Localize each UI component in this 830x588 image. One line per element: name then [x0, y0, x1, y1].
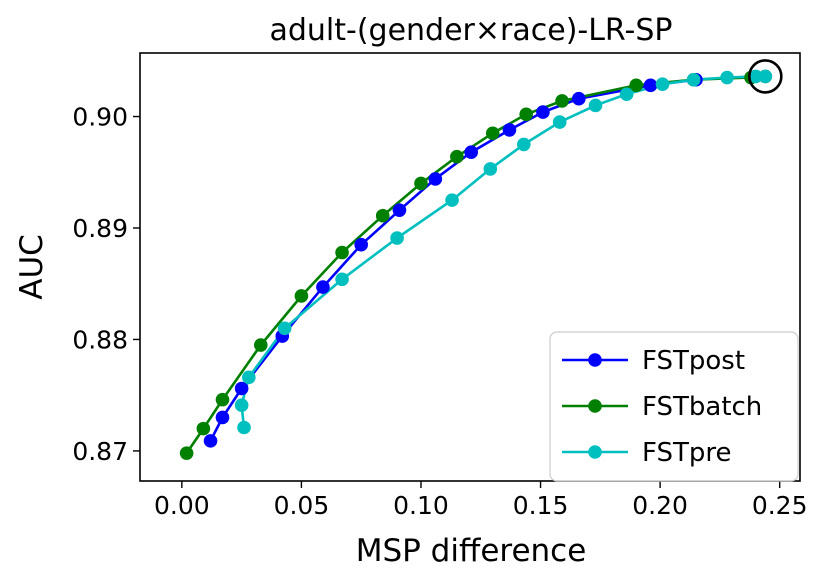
x-tick-label: 0.25 [752, 491, 808, 520]
data-point-fstpre [655, 77, 670, 92]
legend-label-fstbatch: FSTbatch [642, 392, 762, 422]
data-point-fstbatch [375, 208, 390, 223]
data-point-fstpre [517, 137, 531, 152]
data-point-fstbatch [253, 338, 268, 352]
data-point-fstpost [234, 381, 249, 396]
x-axis-label: MSP difference [356, 533, 587, 569]
data-point-fstpre [234, 398, 249, 413]
data-point-fstpre [758, 69, 773, 84]
data-point-fstpost [643, 78, 658, 93]
legend-marker-fstbatch [588, 399, 602, 413]
chart-title: adult-(gender×race)-LR-SP [269, 13, 672, 48]
plot-area [179, 59, 783, 460]
x-tick-label: 0.00 [154, 491, 210, 520]
x-tick-label: 0.15 [513, 491, 569, 520]
data-point-fstpost [215, 410, 230, 425]
y-tick-label: 0.87 [72, 437, 128, 466]
data-point-fstpre [445, 193, 459, 207]
data-point-fstpost [464, 145, 478, 159]
data-point-fstpost [203, 434, 218, 448]
data-point-fstpre [390, 231, 404, 245]
data-point-fstbatch [215, 392, 230, 407]
y-tick-label: 0.89 [72, 214, 128, 243]
data-point-fstpost [316, 280, 330, 294]
plot-frame [139, 52, 801, 482]
data-point-fstpre [686, 72, 701, 87]
data-point-fstpost [392, 203, 407, 217]
x-axis: 0.00 0.05 0.10 0.15 0.20 0.25 [154, 481, 808, 520]
x-tick-label: 0.05 [274, 491, 330, 520]
data-point-fstbatch [629, 78, 643, 93]
data-point-fstbatch [294, 289, 309, 303]
data-point-fstpre [335, 272, 349, 287]
data-point-fstbatch [485, 126, 500, 141]
legend-marker-fstpre [588, 445, 602, 459]
data-point-fstpost [502, 123, 517, 137]
data-point-fstpre [277, 321, 292, 336]
x-tick-label: 0.20 [632, 491, 688, 520]
data-point-fstpost [354, 237, 368, 252]
data-point-fstbatch [450, 149, 464, 164]
data-point-fstpre [242, 370, 256, 385]
legend-box [549, 331, 799, 482]
data-point-fstbatch [196, 421, 211, 436]
data-point-fstbatch [519, 107, 533, 122]
data-point-fstpost [572, 91, 586, 106]
legend-label-fstpre: FSTpre [642, 438, 732, 468]
highlight-circle [748, 59, 783, 94]
data-point-fstpost [428, 172, 443, 186]
legend-label-fstpost: FSTpost [642, 346, 745, 376]
data-point-fstpre [720, 70, 734, 85]
data-point-fstpre [483, 162, 498, 176]
data-point-fstbatch [179, 446, 194, 460]
legend: FSTpost FSTbatch FSTpre [549, 331, 799, 482]
data-point-fstpre [588, 98, 603, 113]
x-tick-label: 0.10 [393, 491, 449, 520]
y-tick-label: 0.88 [72, 325, 128, 354]
y-axis-label: AUC [14, 234, 50, 300]
y-axis: 0.87 0.88 0.89 0.90 [72, 103, 140, 466]
data-point-fstpre [237, 420, 251, 435]
data-point-fstbatch [414, 176, 428, 191]
y-tick-label: 0.90 [72, 103, 128, 132]
data-point-fstpre [748, 69, 763, 84]
data-point-fstbatch [335, 245, 349, 260]
data-point-fstpost [536, 105, 550, 119]
data-point-fstbatch [555, 94, 569, 108]
legend-marker-fstpost [588, 353, 602, 367]
data-point-fstpre [619, 87, 634, 102]
data-point-fstpre [552, 115, 567, 129]
